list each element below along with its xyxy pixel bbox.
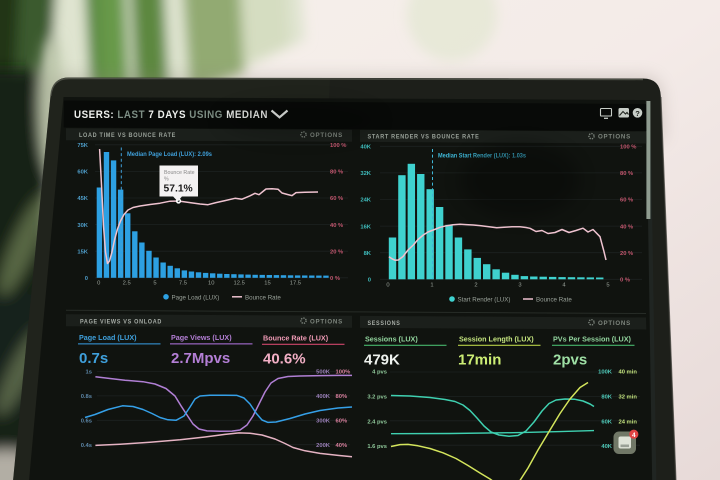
svg-text:32 min: 32 min — [619, 395, 638, 401]
svg-text:Sessions (LUX): Sessions (LUX) — [365, 335, 418, 344]
svg-text:3.2 pvs: 3.2 pvs — [367, 395, 387, 401]
svg-text:40 %: 40 % — [620, 224, 633, 230]
svg-text:30K: 30K — [77, 223, 88, 229]
svg-text:40%: 40% — [336, 443, 348, 449]
svg-text:%: % — [164, 176, 169, 182]
svg-text:5: 5 — [153, 280, 156, 286]
svg-text:1s: 1s — [86, 370, 92, 376]
svg-text:Page Load (LUX): Page Load (LUX) — [172, 294, 220, 301]
svg-text:0.7s: 0.7s — [79, 350, 108, 367]
svg-text:1.6 pvs: 1.6 pvs — [367, 444, 387, 450]
svg-text:SESSIONS: SESSIONS — [368, 320, 401, 327]
svg-text:100K: 100K — [598, 370, 613, 376]
svg-text:4: 4 — [632, 432, 636, 439]
svg-text:40K: 40K — [601, 444, 612, 450]
svg-text:100 %: 100 % — [330, 143, 346, 149]
svg-text:60K: 60K — [77, 170, 88, 176]
svg-text:4 pvs: 4 pvs — [372, 370, 387, 376]
svg-text:17min: 17min — [458, 352, 501, 369]
svg-text:20 %: 20 % — [620, 251, 633, 257]
svg-text:15K: 15K — [77, 249, 88, 255]
svg-text:Median Page Load (LUX): 2.09s: Median Page Load (LUX): 2.09s — [127, 151, 212, 158]
svg-text:0: 0 — [368, 278, 371, 284]
svg-text:Bounce Rate: Bounce Rate — [245, 294, 281, 301]
svg-text:60%: 60% — [336, 419, 348, 425]
svg-text:300K: 300K — [316, 419, 331, 425]
svg-text:40.6%: 40.6% — [263, 351, 306, 368]
svg-text:Bounce Rate: Bounce Rate — [164, 170, 195, 176]
svg-text:60 %: 60 % — [620, 198, 633, 204]
svg-text:LOAD TIME VS BOUNCE RATE: LOAD TIME VS BOUNCE RATE — [79, 132, 176, 139]
svg-text:OPTIONS: OPTIONS — [598, 134, 631, 141]
svg-text:200K: 200K — [316, 443, 331, 449]
svg-text:OPTIONS: OPTIONS — [598, 320, 631, 327]
svg-text:OPTIONS: OPTIONS — [310, 318, 343, 325]
svg-text:45K: 45K — [77, 196, 88, 202]
svg-text:PAGE VIEWS VS ONLOAD: PAGE VIEWS VS ONLOAD — [80, 318, 162, 325]
svg-text:80K: 80K — [601, 395, 612, 401]
svg-text:Bounce Rate: Bounce Rate — [536, 297, 572, 304]
svg-text:400K: 400K — [316, 394, 331, 400]
svg-text:0.4s: 0.4s — [81, 443, 92, 449]
svg-text:57.1%: 57.1% — [164, 184, 193, 195]
svg-text:2.7Mpvs: 2.7Mpvs — [171, 350, 230, 367]
svg-text:0 %: 0 % — [620, 278, 630, 284]
svg-text:1: 1 — [430, 282, 433, 288]
svg-text:100%: 100% — [336, 370, 351, 376]
svg-text:PVs Per Session (LUX): PVs Per Session (LUX) — [553, 335, 631, 344]
svg-text:0: 0 — [85, 276, 88, 282]
svg-text:24 min: 24 min — [619, 419, 638, 425]
svg-text:40K: 40K — [360, 145, 371, 151]
svg-text:20 %: 20 % — [330, 249, 343, 255]
svg-text:479K: 479K — [364, 352, 400, 369]
svg-text:2pvs: 2pvs — [553, 352, 587, 369]
svg-text:Bounce Rate (LUX): Bounce Rate (LUX) — [263, 334, 329, 343]
svg-text:0.6s: 0.6s — [81, 419, 92, 425]
svg-text:80 %: 80 % — [620, 171, 633, 177]
svg-text:16K: 16K — [360, 224, 371, 230]
svg-text:Start Render (LUX): Start Render (LUX) — [458, 297, 511, 304]
svg-text:2: 2 — [474, 282, 477, 288]
svg-text:2.5: 2.5 — [123, 280, 131, 286]
svg-text:80 %: 80 % — [330, 170, 343, 176]
svg-text:60K: 60K — [601, 419, 612, 425]
svg-text:0: 0 — [97, 280, 100, 286]
svg-text:USERS: LAST 7 DAYS USING MEDIA: USERS: LAST 7 DAYS USING MEDIAN — [74, 109, 268, 121]
svg-text:START RENDER VS BOUNCE RATE: START RENDER VS BOUNCE RATE — [368, 134, 480, 141]
svg-text:Session Length (LUX): Session Length (LUX) — [459, 335, 534, 344]
svg-text:2.4 pvs: 2.4 pvs — [367, 419, 387, 425]
svg-text:40 %: 40 % — [330, 223, 343, 229]
svg-text:80%: 80% — [336, 394, 348, 400]
svg-text:17.5: 17.5 — [290, 280, 301, 286]
svg-text:4: 4 — [562, 282, 566, 288]
svg-text:60 %: 60 % — [330, 196, 343, 202]
svg-text:100 %: 100 % — [620, 145, 636, 151]
svg-text:3: 3 — [518, 282, 521, 288]
svg-text:10: 10 — [208, 280, 214, 286]
svg-text:8K: 8K — [364, 251, 372, 257]
svg-text:500K: 500K — [316, 370, 331, 376]
svg-text:15: 15 — [264, 280, 270, 286]
svg-text:24K: 24K — [360, 198, 371, 204]
svg-text:7.5: 7.5 — [179, 280, 187, 286]
svg-text:0 %: 0 % — [330, 276, 340, 282]
svg-text:40 min: 40 min — [619, 370, 638, 376]
svg-text:0.8s: 0.8s — [81, 394, 92, 400]
svg-text:5: 5 — [606, 282, 609, 288]
svg-text:0: 0 — [386, 282, 389, 288]
svg-text:12.5: 12.5 — [234, 280, 245, 286]
svg-text:Page Views (LUX): Page Views (LUX) — [171, 333, 232, 342]
svg-text:75K: 75K — [77, 143, 88, 149]
svg-text:Page Load (LUX): Page Load (LUX) — [79, 333, 137, 342]
svg-text:32K: 32K — [360, 171, 371, 177]
svg-text:?: ? — [635, 109, 640, 118]
